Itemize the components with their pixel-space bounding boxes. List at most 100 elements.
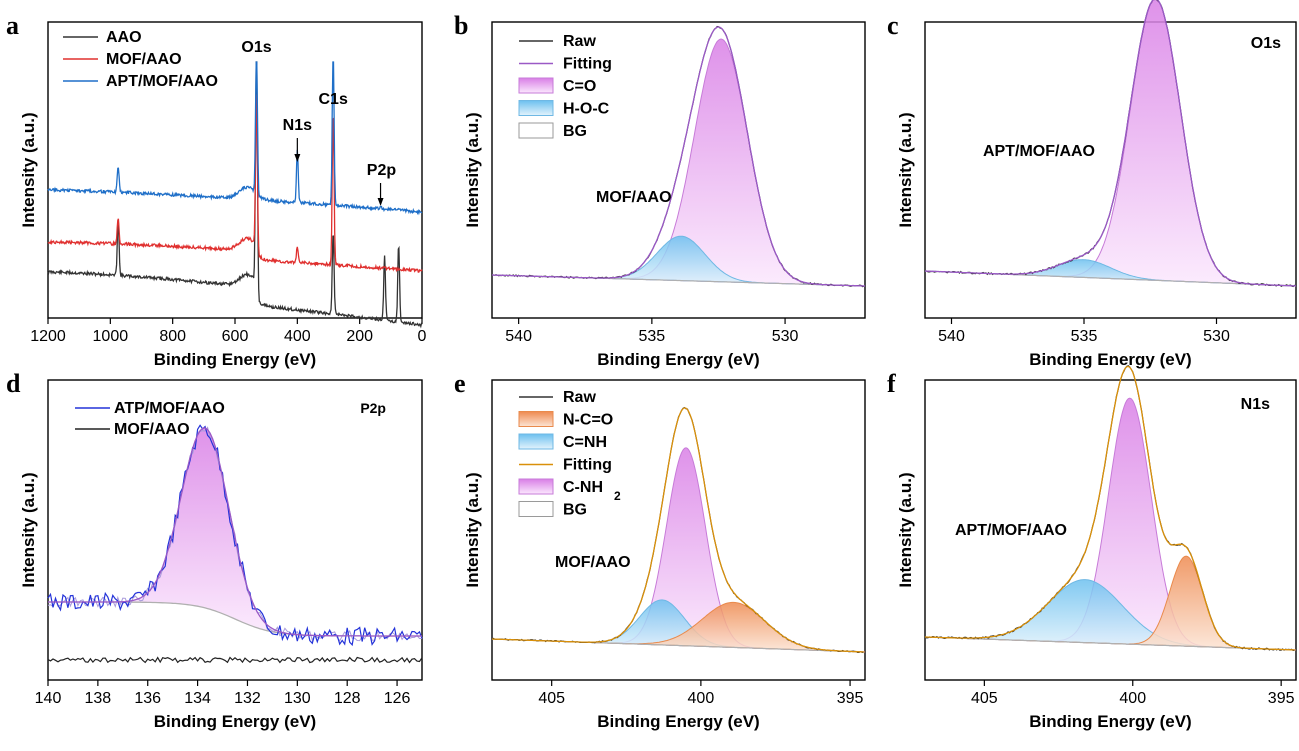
panel-letter: d xyxy=(6,369,21,398)
plot-frame xyxy=(47,379,423,681)
legend-item: APT/MOF/AAO xyxy=(106,73,218,90)
x-tick-label: 136 xyxy=(134,690,161,707)
x-tick-label: 530 xyxy=(1203,328,1230,345)
legend-item: BG xyxy=(563,502,587,519)
legend-swatch xyxy=(518,100,554,116)
legend-swatch xyxy=(518,411,554,427)
y-axis-label: Intensity (a.u.) xyxy=(463,112,482,227)
x-tick-label: 535 xyxy=(639,328,666,345)
panel-title: N1s xyxy=(1241,396,1270,413)
legend-item: C=NH xyxy=(563,434,607,451)
legend-swatch xyxy=(518,77,554,94)
legend-subscript: 2 xyxy=(614,489,621,503)
panel-c: 540 535 530 Binding Energy (eV) Intensity (a… xyxy=(887,0,1297,369)
sample-label: APT/MOF/AAO xyxy=(983,143,1095,160)
peak-label: C1s xyxy=(318,91,347,108)
x-tick-label: 530 xyxy=(772,328,799,345)
x-axis-label: Binding Energy (eV) xyxy=(154,350,316,369)
panel-letter: c xyxy=(887,11,899,40)
fitting-line xyxy=(492,26,865,287)
x-tick-label: 395 xyxy=(1268,690,1295,707)
x-tick-label: 138 xyxy=(85,690,112,707)
legend-item: Fitting xyxy=(563,457,612,474)
legend-swatch xyxy=(518,433,554,450)
fitting-line xyxy=(491,407,864,653)
x-tick-label: 1000 xyxy=(93,328,129,345)
panel-a: 1200 1000 800 600 400 200 0 Binding Energy (eV)… xyxy=(6,11,427,369)
panel-d: 140 138 136 134 132 130 128 126 Binding Energy (… xyxy=(6,369,423,731)
panel-f: 405 400 395 Binding Energy (eV) Intensity (a… xyxy=(887,364,1297,731)
x-tick-label: 1200 xyxy=(30,328,66,345)
panel-letter: f xyxy=(887,369,896,398)
panel-e: 405 400 395 Binding Energy (eV) Intensity (a… xyxy=(454,369,866,731)
x-tick-label: 140 xyxy=(35,690,62,707)
x-tick-label: 126 xyxy=(384,690,411,707)
x-tick-label: 134 xyxy=(184,690,211,707)
legend-item: Fitting xyxy=(563,56,612,73)
plot-frame xyxy=(924,379,1297,681)
panel-letter: e xyxy=(454,369,466,398)
x-tick-label: 600 xyxy=(222,328,249,345)
legend-item: C-NH xyxy=(563,479,603,496)
y-axis-label: Intensity (a.u.) xyxy=(19,112,38,227)
x-tick-label: 200 xyxy=(346,328,373,345)
legend: AAO MOF/AAO APT/MOF/AAO xyxy=(63,29,218,90)
component-C=O xyxy=(924,0,1297,287)
panel-title: O1s xyxy=(1251,35,1281,52)
legend-item: BG xyxy=(563,123,587,140)
legend-item: H-O-C xyxy=(563,101,610,118)
x-tick-label: 400 xyxy=(284,328,311,345)
series-line-2 xyxy=(47,61,423,216)
component-P2p xyxy=(48,427,422,636)
plot-frame xyxy=(924,21,1297,319)
plot-frame xyxy=(491,379,866,681)
x-axis-label: Binding Energy (eV) xyxy=(1029,350,1191,369)
panel-letter: b xyxy=(454,11,468,40)
sample-label: MOF/AAO xyxy=(596,189,672,206)
mof-line xyxy=(47,656,423,664)
x-tick-label: 405 xyxy=(538,690,565,707)
legend: Raw Fitting C=O H-O-C BG xyxy=(518,33,612,140)
legend-item: MOF/AAO xyxy=(114,421,190,438)
x-axis-label: Binding Energy (eV) xyxy=(597,712,759,731)
x-axis-label: Binding Energy (eV) xyxy=(597,350,759,369)
x-tick-label: 800 xyxy=(159,328,186,345)
series-line-0 xyxy=(47,61,423,329)
x-axis-label: Binding Energy (eV) xyxy=(154,712,316,731)
legend: Raw N-C=O C=NH Fitting C-NH BG 2 xyxy=(518,389,621,519)
legend-item: Raw xyxy=(563,33,596,50)
panel-b: 540 535 530 Binding Energy (eV) Intensity (a… xyxy=(454,11,866,369)
x-tick-label: 132 xyxy=(234,690,261,707)
x-tick-label: 405 xyxy=(971,690,998,707)
raw-line xyxy=(47,424,423,647)
peak-label: O1s xyxy=(241,39,271,56)
fitting-line xyxy=(925,365,1295,651)
legend: ATP/MOF/AAO MOF/AAO xyxy=(75,400,225,438)
legend-swatch xyxy=(518,122,554,139)
x-tick-label: 540 xyxy=(505,328,532,345)
legend-item: N-C=O xyxy=(563,412,613,429)
x-tick-label: 400 xyxy=(1119,690,1146,707)
plot-frame xyxy=(491,21,866,319)
sample-label: MOF/AAO xyxy=(555,554,631,571)
peak-label: P2p xyxy=(367,162,397,179)
x-tick-label: 0 xyxy=(418,328,427,345)
peak-label: N1s xyxy=(283,117,312,134)
component-H-O-C xyxy=(492,235,865,287)
legend-item: AAO xyxy=(106,29,142,46)
sample-label: APT/MOF/AAO xyxy=(955,522,1067,539)
legend-item: ATP/MOF/AAO xyxy=(114,400,225,417)
x-tick-label: 540 xyxy=(938,328,965,345)
x-tick-label: 400 xyxy=(688,690,715,707)
arrow-n1s-head xyxy=(294,154,301,162)
panel-letter: a xyxy=(6,11,19,40)
y-axis-label: Intensity (a.u.) xyxy=(463,472,482,587)
legend-item: Raw xyxy=(563,389,596,406)
y-axis-label: Intensity (a.u.) xyxy=(896,472,915,587)
x-tick-label: 130 xyxy=(284,690,311,707)
background-line xyxy=(924,636,1295,651)
legend-item: C=O xyxy=(563,78,596,95)
legend-item: MOF/AAO xyxy=(106,51,182,68)
series-line-1 xyxy=(47,94,423,273)
